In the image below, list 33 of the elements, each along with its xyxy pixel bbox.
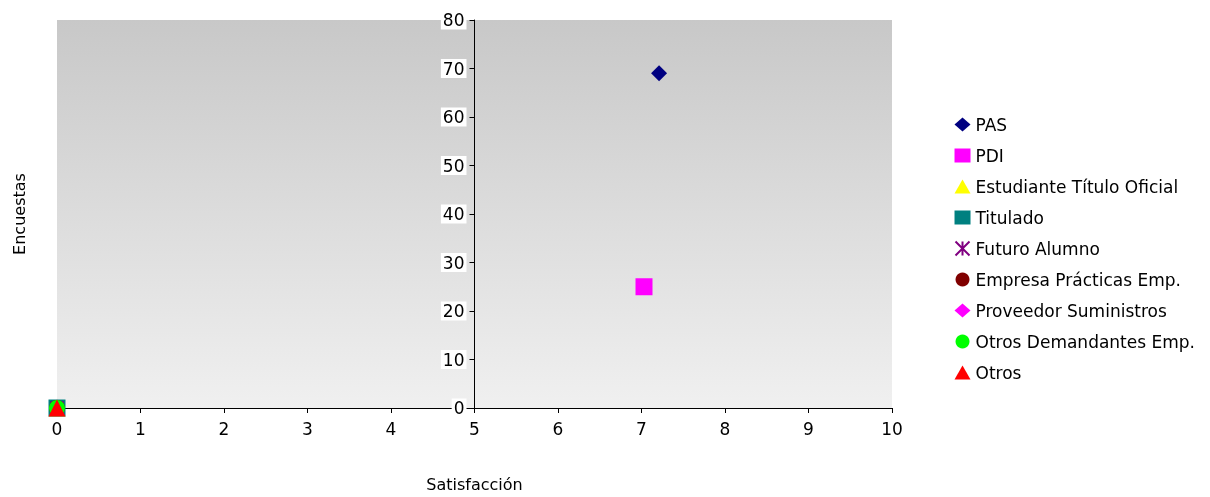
x-tick-label: 3 xyxy=(302,418,313,439)
legend-label: PDI xyxy=(975,145,1004,166)
y-tick-label: 70 xyxy=(442,58,465,79)
legend-label: Otros Demandantes Emp. xyxy=(975,331,1196,352)
legend-label: Proveedor Suministros xyxy=(975,300,1167,321)
legend-label: Futuro Alumno xyxy=(975,238,1100,259)
x-axis-title: Satisfacción xyxy=(426,474,523,494)
legend-label: PAS xyxy=(975,114,1008,135)
x-tick-label: 4 xyxy=(385,418,397,439)
y-tick-label: 40 xyxy=(442,204,465,224)
y-tick-label: 20 xyxy=(442,301,465,321)
y-tick-label: 60 xyxy=(442,107,465,127)
y-tick-label: 50 xyxy=(442,155,465,176)
x-tick-label: 6 xyxy=(552,418,564,439)
x-tick-label: 2 xyxy=(218,418,230,439)
legend-label: Estudiante Título Oficial xyxy=(975,176,1179,197)
x-tick-label: 0 xyxy=(51,418,63,439)
point xyxy=(635,278,653,296)
y-tick-label: 80 xyxy=(442,10,465,30)
y-tick-label: 10 xyxy=(442,349,465,370)
point xyxy=(651,65,668,82)
legend-label: Titulado xyxy=(974,207,1044,228)
x-tick-label: 8 xyxy=(719,418,731,439)
legend-label: Empresa Prácticas Emp. xyxy=(975,269,1181,290)
y-tick-label: 0 xyxy=(453,398,465,418)
x-tick-label: 10 xyxy=(881,418,903,439)
x-tick-label: 5 xyxy=(469,418,480,439)
x-tick-label: 7 xyxy=(636,418,647,439)
x-tick-label: 1 xyxy=(135,418,146,439)
x-tick-label: 9 xyxy=(803,418,814,439)
y-axis-title: Encuestas xyxy=(9,173,29,255)
legend-label: Otros xyxy=(975,362,1022,383)
y-tick-label: 30 xyxy=(442,252,465,273)
